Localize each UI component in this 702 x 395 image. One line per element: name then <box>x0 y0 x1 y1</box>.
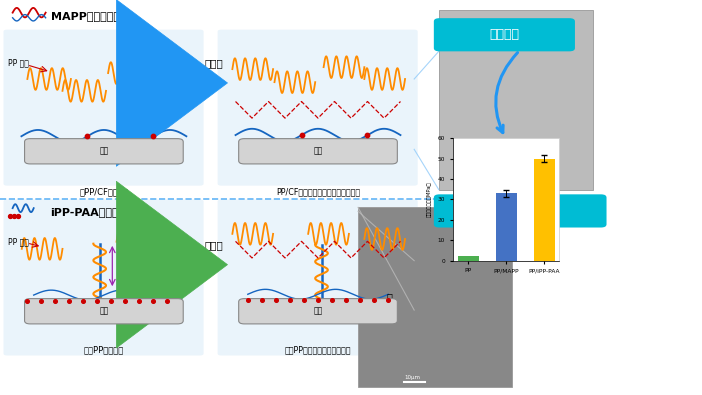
FancyBboxPatch shape <box>218 30 418 186</box>
Point <box>296 132 307 138</box>
Text: 向PP/CF界面偏析: 向PP/CF界面偏析 <box>79 187 128 196</box>
Y-axis label: 界面剩剤强度（MPa）: 界面剩剤强度（MPa） <box>427 182 432 217</box>
FancyBboxPatch shape <box>434 194 607 228</box>
FancyBboxPatch shape <box>358 207 512 387</box>
Point <box>63 298 74 305</box>
Point <box>35 298 46 305</box>
Point <box>362 132 373 138</box>
Point <box>270 297 282 303</box>
FancyBboxPatch shape <box>439 10 593 190</box>
Text: 纤维: 纤维 <box>313 307 323 316</box>
Text: 纤维: 纤维 <box>99 307 109 316</box>
Text: PP 晶体: PP 晶体 <box>8 237 29 246</box>
Text: iPP-PAA（新増容剤）: iPP-PAA（新増容剤） <box>51 207 139 217</box>
FancyBboxPatch shape <box>434 18 575 51</box>
Text: MAPP（现有增容剂）: MAPP（现有增容剂） <box>51 11 133 21</box>
Point <box>383 297 394 303</box>
Text: PP 晶体: PP 晶体 <box>8 59 29 68</box>
Point <box>133 298 145 305</box>
FancyBboxPatch shape <box>25 139 183 164</box>
Text: 10μm: 10μm <box>404 375 420 380</box>
Point <box>161 298 173 305</box>
Point <box>119 298 131 305</box>
FancyBboxPatch shape <box>4 30 204 186</box>
Point <box>298 297 310 303</box>
Text: 牢固的粘合力: 牢固的粘合力 <box>497 205 542 217</box>
Point <box>77 298 88 305</box>
Text: 晶体尺寸
up: 晶体尺寸 up <box>119 260 135 273</box>
Text: 纤维: 纤维 <box>313 147 323 156</box>
Point <box>4 213 15 220</box>
FancyBboxPatch shape <box>239 299 397 324</box>
Point <box>242 297 253 303</box>
Point <box>8 213 20 220</box>
Point <box>105 298 117 305</box>
Point <box>147 298 159 305</box>
Text: PP/CF界面附近的破坏（界面破坏）: PP/CF界面附近的破坏（界面破坏） <box>276 187 360 196</box>
Text: 🔨: 🔨 <box>387 292 392 302</box>
Point <box>49 298 60 305</box>
Text: 通过PP基体破坏（破坏凝聚）: 通过PP基体破坏（破坏凝聚） <box>285 345 351 354</box>
Text: 纤维: 纤维 <box>99 147 109 156</box>
Point <box>256 297 267 303</box>
Text: 破坏时: 破坏时 <box>205 240 223 250</box>
Point <box>91 298 102 305</box>
Point <box>326 297 338 303</box>
Point <box>82 133 93 139</box>
Bar <box>534 159 555 261</box>
Text: 通过PP基体结晶: 通过PP基体结晶 <box>84 345 124 354</box>
Point <box>340 297 352 303</box>
Bar <box>496 193 517 261</box>
FancyBboxPatch shape <box>25 299 183 324</box>
Text: 粘合力弱: 粘合力弱 <box>489 28 519 41</box>
FancyBboxPatch shape <box>218 199 418 356</box>
Point <box>369 297 380 303</box>
Point <box>355 297 366 303</box>
Bar <box>458 256 479 261</box>
Point <box>147 133 159 139</box>
FancyBboxPatch shape <box>4 199 204 356</box>
Point <box>21 298 32 305</box>
FancyBboxPatch shape <box>239 139 397 164</box>
Point <box>312 297 324 303</box>
Text: 10μm: 10μm <box>492 176 508 181</box>
Text: 破坏时: 破坏时 <box>205 58 223 68</box>
Point <box>13 213 24 220</box>
Point <box>284 297 296 303</box>
